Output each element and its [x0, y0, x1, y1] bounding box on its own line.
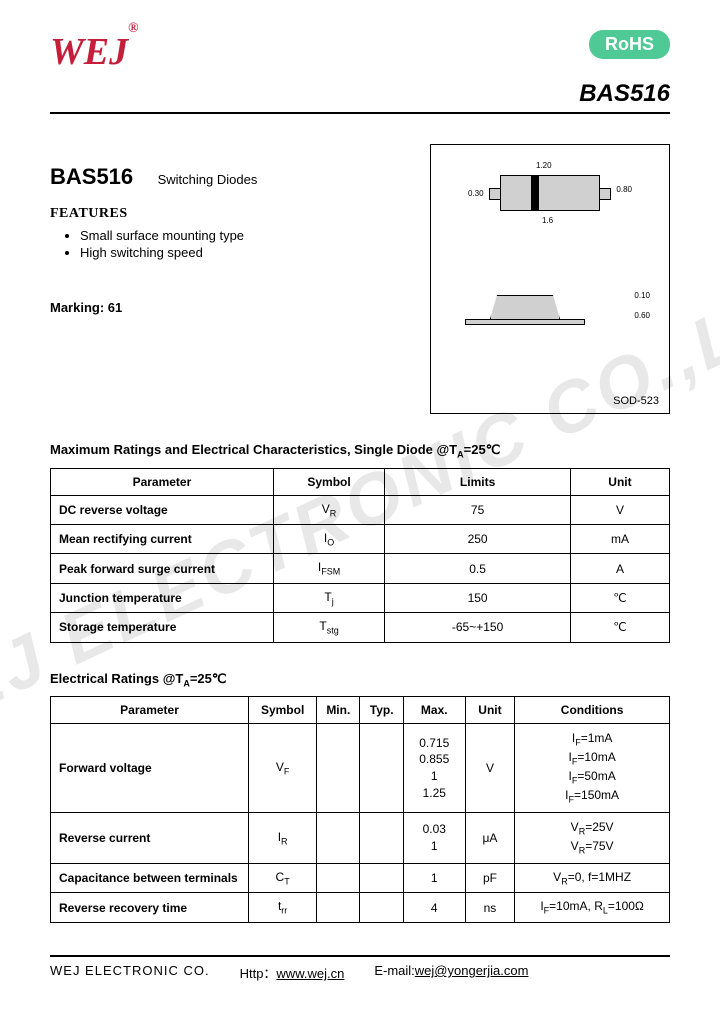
cond-cell: IF=10mA, RL=100Ω: [515, 893, 670, 922]
table-row: Mean rectifying currentIO250mA: [51, 524, 670, 553]
part-number-header: BAS516: [50, 80, 670, 108]
cond-cell: VR=25VVR=75V: [515, 813, 670, 864]
header-rule: [50, 112, 670, 114]
product-description: Switching Diodes: [158, 172, 258, 187]
footer-company: WEJ ELECTRONIC CO.: [50, 963, 210, 982]
logo-text: WEJ: [50, 31, 128, 73]
max-ratings-table: Parameter Symbol Limits Unit DC reverse …: [50, 468, 670, 643]
table2-title: Electrical Ratings @TA=25℃: [50, 671, 670, 689]
col-symbol: Symbol: [273, 468, 384, 495]
footer-url: Http：www.wej.cn: [240, 963, 345, 982]
table-row: DC reverse voltageVR75V: [51, 495, 670, 524]
footer-email: E-mail:wej@yongerjia.com: [374, 963, 528, 982]
dim-label: 1.20: [536, 161, 552, 170]
col-max: Max.: [403, 697, 465, 724]
max-cell: 0.7150.85511.25: [403, 724, 465, 813]
table1-title: Maximum Ratings and Electrical Character…: [50, 442, 670, 460]
lead-right: [599, 188, 611, 200]
dim-label: 0.10: [634, 291, 650, 300]
table-header-row: Parameter Symbol Limits Unit: [51, 468, 670, 495]
cond-cell: IF=1mAIF=10mAIF=50mAIF=150mA: [515, 724, 670, 813]
table-row: Peak forward surge currentIFSM0.5A: [51, 554, 670, 583]
table-row: Junction temperatureTj150℃: [51, 583, 670, 612]
table-header-row: Parameter Symbol Min. Typ. Max. Unit Con…: [51, 697, 670, 724]
col-unit: Unit: [570, 468, 669, 495]
dim-label: 0.60: [634, 311, 650, 320]
cathode-band: [531, 176, 539, 210]
dim-label: 0.30: [468, 189, 484, 198]
col-limits: Limits: [385, 468, 571, 495]
dim-label: 0.80: [616, 185, 632, 194]
table-row: Forward voltageVF0.7150.85511.25VIF=1mAI…: [51, 724, 670, 813]
package-diagram: 1.20 0.30 0.80 1.6 0.10 0.60 SOD-523: [430, 144, 670, 414]
product-part-number: BAS516: [50, 164, 133, 190]
footer: WEJ ELECTRONIC CO. Http：www.wej.cn E-mai…: [50, 955, 670, 982]
max-cell: 0.031: [403, 813, 465, 864]
electrical-ratings-table: Parameter Symbol Min. Typ. Max. Unit Con…: [50, 696, 670, 923]
col-symbol: Symbol: [249, 697, 317, 724]
dim-label: 1.6: [542, 216, 553, 225]
lead-left: [489, 188, 501, 200]
table-row: Reverse recovery timetrr4nsIF=10mA, RL=1…: [51, 893, 670, 922]
col-min: Min.: [317, 697, 360, 724]
features-heading: FEATURES: [50, 206, 410, 222]
package-side-view: 0.10 0.60: [490, 295, 610, 325]
col-conditions: Conditions: [515, 697, 670, 724]
package-type-label: SOD-523: [613, 395, 659, 407]
features-list: Small surface mounting type High switchi…: [80, 228, 410, 260]
cond-cell: VR=0, f=1MHZ: [515, 864, 670, 893]
logo-reg: ®: [128, 21, 138, 36]
feature-item: High switching speed: [80, 245, 410, 260]
package-top-view: [500, 175, 600, 211]
header: WEJ® RoHS: [50, 30, 670, 74]
col-unit: Unit: [465, 697, 515, 724]
logo: WEJ®: [50, 30, 139, 74]
product-title: BAS516 Switching Diodes: [50, 164, 410, 190]
table-row: Capacitance between terminalsCT1pFVR=0, …: [51, 864, 670, 893]
col-parameter: Parameter: [51, 697, 249, 724]
col-parameter: Parameter: [51, 468, 274, 495]
marking: Marking: 61: [50, 300, 410, 315]
rohs-badge: RoHS: [589, 30, 670, 59]
table-row: Reverse currentIR0.031μAVR=25VVR=75V: [51, 813, 670, 864]
col-typ: Typ.: [360, 697, 403, 724]
feature-item: Small surface mounting type: [80, 228, 410, 243]
table-row: Storage temperatureTstg-65~+150℃: [51, 613, 670, 642]
